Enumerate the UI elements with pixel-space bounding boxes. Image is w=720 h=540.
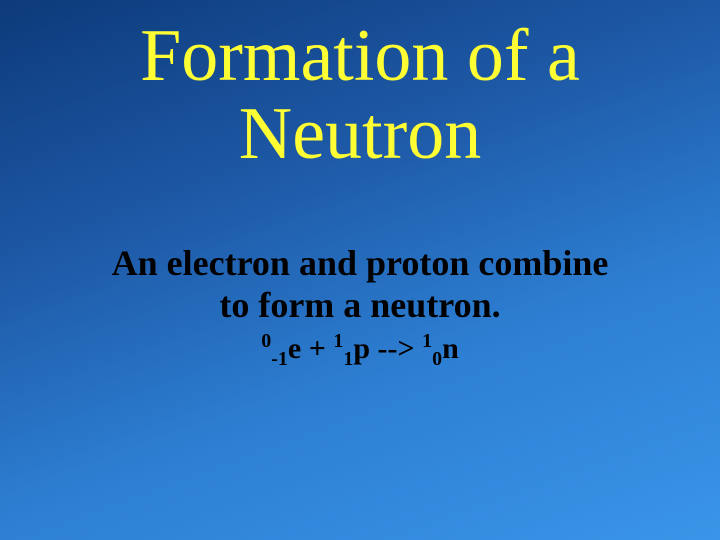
eq-op-plus: + — [309, 332, 326, 365]
eq-term2-mass: 1 — [333, 330, 343, 352]
equation: 0-1e + 11p --> 10n — [261, 332, 459, 366]
slide-title: Formation of a Neutron — [140, 18, 580, 173]
eq-term1-symbol: e — [288, 332, 301, 365]
eq-term3-mass: 1 — [422, 330, 432, 352]
eq-term2-symbol: p — [353, 332, 370, 365]
title-line-1: Formation of a — [140, 15, 580, 97]
eq-term3-charge: 0 — [432, 348, 442, 370]
title-line-2: Neutron — [239, 93, 482, 175]
slide: Formation of a Neutron An electron and p… — [0, 0, 720, 540]
eq-term2-charge: 1 — [343, 348, 353, 370]
eq-term1-charge: -1 — [271, 348, 288, 370]
eq-term3-symbol: n — [442, 332, 459, 365]
eq-term1-mass: 0 — [261, 330, 271, 352]
eq-op-arrow: --> — [378, 332, 415, 365]
slide-subtitle: An electron and proton combine to form a… — [112, 243, 609, 326]
subtitle-line-1: An electron and proton combine — [112, 243, 609, 283]
subtitle-line-2: to form a neutron. — [219, 285, 500, 325]
